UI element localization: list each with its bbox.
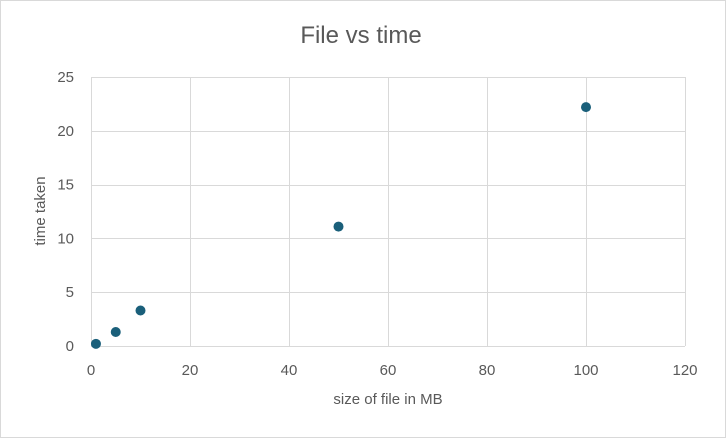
x-tick-label: 80 xyxy=(479,362,496,379)
data-point xyxy=(333,221,344,232)
y-tick-label: 10 xyxy=(57,230,74,247)
y-tick-label: 0 xyxy=(66,338,74,355)
x-tick-label: 40 xyxy=(281,362,298,379)
data-point xyxy=(110,327,121,338)
y-axis-label: time taken xyxy=(32,176,49,245)
y-tick-label: 25 xyxy=(57,69,74,86)
data-point xyxy=(90,338,101,349)
y-tick-label: 20 xyxy=(57,123,74,140)
x-tick-label: 60 xyxy=(380,362,397,379)
x-tick-label: 0 xyxy=(87,362,95,379)
chart-title: File vs time xyxy=(300,22,421,49)
data-points xyxy=(90,102,591,349)
data-point xyxy=(135,305,146,316)
y-tick-label: 5 xyxy=(66,284,74,301)
x-tick-label: 20 xyxy=(182,362,199,379)
data-point xyxy=(581,102,591,113)
x-axis-label: size of file in MB xyxy=(333,391,442,408)
x-tick-label: 100 xyxy=(573,362,598,379)
tick-labels: 0 5 10 15 20 25 0 20 40 60 80 100 120 xyxy=(57,69,697,379)
gridlines xyxy=(91,77,686,347)
x-tick-label: 120 xyxy=(672,362,697,379)
y-tick-label: 15 xyxy=(57,177,74,194)
